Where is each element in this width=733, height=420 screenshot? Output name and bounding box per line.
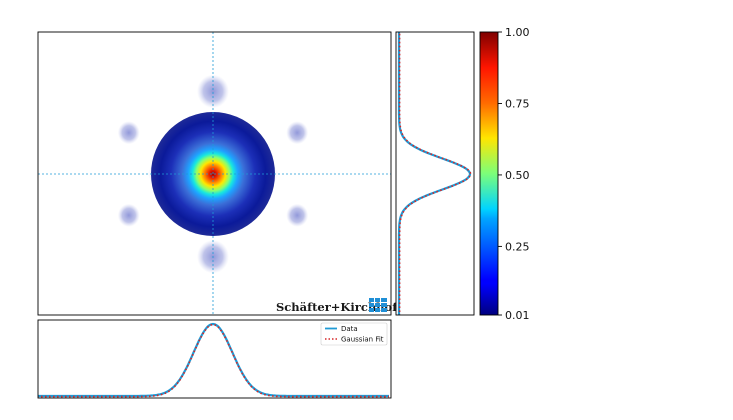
colorbar-gradient (480, 32, 498, 315)
profile-legend: Data Gaussian Fit (320, 322, 388, 346)
colorbar-tick-label: 1.00 (505, 26, 530, 39)
horizontal-profile-data-line (38, 322, 389, 398)
brand-logo-icon (369, 298, 387, 312)
satellite-spot (197, 74, 229, 109)
beam-image-panel: Schäfter+Kirchhoff (37, 31, 403, 316)
legend-data-label: Data (341, 325, 358, 333)
colorbar: 1.00 0.75 0.50 0.25 0.01 (479, 26, 530, 322)
satellite-spot (117, 121, 140, 145)
brand-logo: Schäfter+Kirchhoff (276, 298, 403, 314)
satellite-spot (286, 121, 309, 145)
colorbar-tick-label: 0.75 (505, 97, 530, 110)
legend-fit-label: Gaussian Fit (341, 336, 384, 344)
vertical-profile-data-line (397, 32, 472, 315)
colorbar-tick-label: 0.25 (505, 240, 530, 253)
satellite-spot (117, 203, 140, 227)
vertical-profile-panel (395, 31, 475, 316)
colorbar-tick-label: 0.50 (505, 169, 530, 182)
colorbar-tick-label: 0.01 (505, 309, 530, 322)
horizontal-profile-panel: Data Gaussian Fit (37, 319, 392, 399)
satellite-spot (286, 203, 309, 227)
